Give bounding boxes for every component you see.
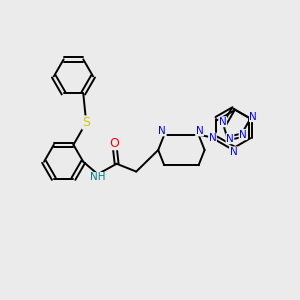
Text: N: N [250,112,257,122]
Text: NH: NH [90,172,105,182]
Text: N: N [239,130,247,140]
Text: O: O [110,136,120,150]
Text: N: N [219,117,226,127]
Text: S: S [82,116,90,129]
Text: N: N [230,147,237,157]
Text: N: N [158,126,166,136]
Text: N: N [208,133,216,143]
Text: N: N [226,134,234,144]
Text: N: N [196,126,203,136]
